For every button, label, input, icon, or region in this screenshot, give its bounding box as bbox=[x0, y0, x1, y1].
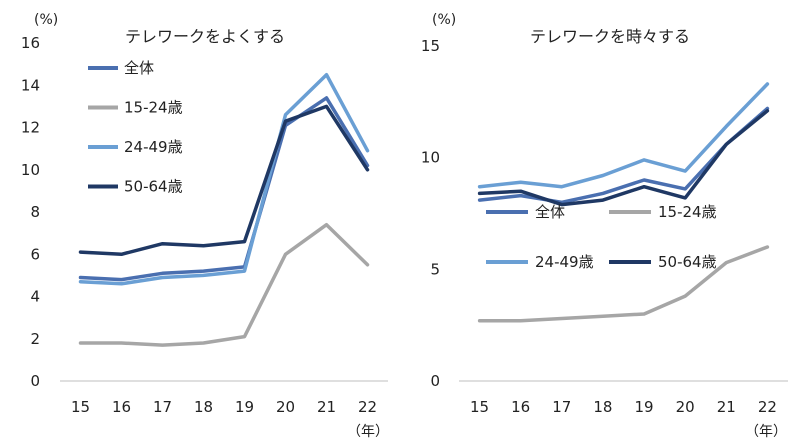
x-unit-label: （年） bbox=[745, 424, 787, 440]
legend-label: 24-49歳 bbox=[124, 138, 183, 156]
x-tick-label: 22 bbox=[358, 398, 377, 416]
series-line-15-24歳 bbox=[78, 222, 370, 347]
chart-title: テレワークをよくする bbox=[125, 27, 285, 46]
y-tick-label: 0 bbox=[30, 372, 40, 390]
legend-label: 15-24歳 bbox=[658, 203, 717, 221]
x-tick-label: 18 bbox=[593, 398, 612, 416]
y-tick-label: 2 bbox=[30, 330, 40, 348]
legend-label: 50-64歳 bbox=[124, 178, 183, 196]
x-unit-label: （年） bbox=[347, 424, 389, 440]
legend-label: 50-64歳 bbox=[658, 253, 717, 271]
y-unit-label: (%) bbox=[34, 12, 58, 28]
chart-title: テレワークを時々する bbox=[530, 27, 690, 46]
series-line-24-49歳 bbox=[477, 82, 770, 189]
x-tick-label: 19 bbox=[635, 398, 654, 416]
y-unit-label: (%) bbox=[432, 12, 456, 28]
x-tick-label: 21 bbox=[317, 398, 336, 416]
series-line-50-64歳 bbox=[78, 104, 370, 257]
legend-label: 全体 bbox=[535, 203, 565, 221]
x-tick-label: 19 bbox=[235, 398, 254, 416]
y-tick-label: 12 bbox=[21, 119, 40, 137]
x-tick-label: 15 bbox=[71, 398, 90, 416]
x-tick-label: 15 bbox=[470, 398, 489, 416]
series-line-15-24歳 bbox=[477, 245, 770, 323]
x-tick-label: 17 bbox=[153, 398, 172, 416]
y-tick-label: 10 bbox=[21, 161, 40, 179]
x-tick-label: 22 bbox=[758, 398, 777, 416]
legend-label: 24-49歳 bbox=[535, 253, 594, 271]
y-tick-label: 6 bbox=[30, 245, 40, 263]
y-tick-label: 4 bbox=[30, 288, 40, 306]
y-tick-label: 10 bbox=[421, 149, 440, 167]
y-tick-label: 14 bbox=[21, 76, 40, 94]
y-tick-label: 0 bbox=[430, 372, 440, 390]
legend: 全体 15-24歳 24-49歳 50-64歳 bbox=[88, 59, 183, 196]
x-tick-label: 20 bbox=[276, 398, 295, 416]
series-line-全体 bbox=[477, 106, 770, 205]
x-tick-label: 18 bbox=[194, 398, 213, 416]
legend-label: 全体 bbox=[124, 59, 154, 77]
legend: 全体 15-24歳 24-49歳 50-64歳 bbox=[486, 203, 717, 271]
y-tick-label: 16 bbox=[21, 34, 40, 52]
x-tick-label: 21 bbox=[717, 398, 736, 416]
legend-label: 15-24歳 bbox=[124, 99, 183, 117]
series-line-全体 bbox=[78, 96, 370, 282]
x-tick-label: 16 bbox=[112, 398, 131, 416]
series-line-50-64歳 bbox=[477, 109, 770, 207]
y-tick-label: 15 bbox=[421, 37, 440, 55]
y-tick-label: 8 bbox=[30, 203, 40, 221]
chart-1: 0 2 4 6 8 10 12 14 16 15 16 17 18 19 20 21 22 (%) （年） テレワーク… bbox=[21, 12, 389, 440]
x-tick-label: 16 bbox=[511, 398, 530, 416]
x-tick-label: 20 bbox=[676, 398, 695, 416]
series-line-24-49歳 bbox=[78, 72, 370, 286]
chart-2: 0 5 10 15 15 16 17 18 19 20 21 22 (%) （年） テレワークを時々する全体… bbox=[421, 12, 788, 440]
y-tick-label: 5 bbox=[430, 260, 440, 278]
x-tick-label: 17 bbox=[552, 398, 571, 416]
